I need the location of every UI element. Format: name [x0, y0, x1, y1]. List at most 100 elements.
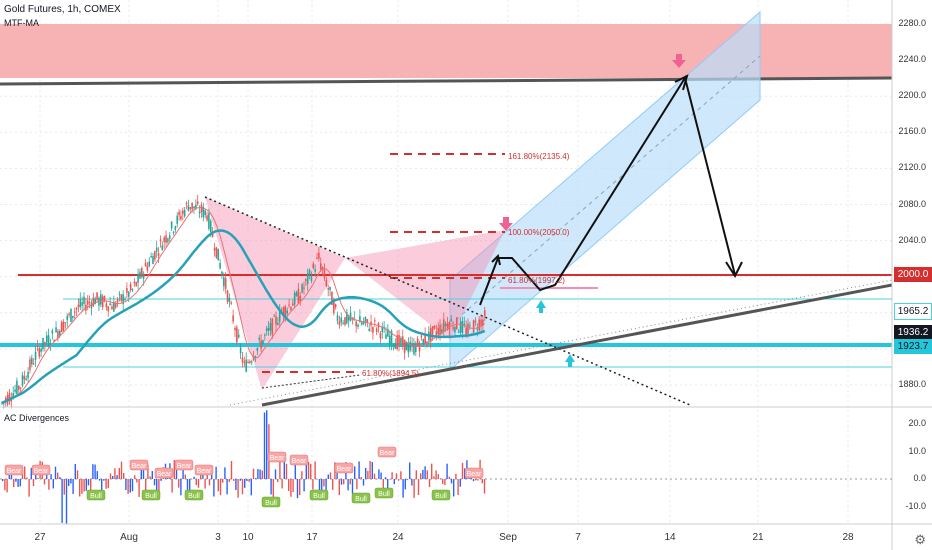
histogram-bar	[54, 466, 57, 479]
candle-body	[75, 307, 78, 310]
signal-tag-bg	[174, 459, 194, 471]
candle-body	[79, 298, 82, 308]
candle-body	[431, 326, 434, 335]
histogram-bar	[365, 467, 367, 479]
histogram-bar	[327, 474, 329, 479]
candle-body	[303, 287, 305, 289]
histogram-bar	[81, 479, 83, 494]
candle-body	[16, 380, 18, 394]
time-tick-label: 14	[664, 532, 676, 543]
histogram-bar	[281, 479, 283, 489]
candle-body	[364, 316, 367, 322]
signal-tag-label: Bear	[132, 463, 147, 470]
candle-body	[129, 284, 132, 290]
histogram-bar	[420, 473, 422, 479]
candle-body	[467, 323, 469, 334]
histogram-bar	[217, 479, 219, 492]
histogram-bar	[340, 479, 343, 485]
uptrend-line-dotted	[229, 279, 893, 406]
histogram-bar	[351, 479, 354, 494]
candle-body	[288, 304, 290, 306]
candle-body	[269, 322, 272, 331]
indicator-ac-divergences-label[interactable]: AC Divergences	[4, 413, 70, 423]
candle-body	[211, 233, 214, 237]
candle-body	[90, 303, 93, 309]
candle-body	[31, 357, 33, 365]
candle-body	[105, 303, 108, 308]
histogram-bar	[400, 471, 402, 479]
candle-body	[57, 330, 59, 339]
candle-body	[226, 290, 229, 302]
histogram-bar	[68, 479, 70, 486]
histogram-bar	[373, 473, 376, 479]
candle-body	[278, 309, 281, 322]
candle-body	[409, 341, 412, 351]
histogram-bar	[310, 463, 312, 479]
histogram-bar	[380, 472, 382, 479]
candle-body	[452, 327, 454, 329]
histogram-bar	[450, 479, 453, 484]
histogram-bar	[257, 469, 259, 479]
signal-tag-label: Bear	[157, 471, 172, 478]
histogram-bar	[32, 479, 35, 487]
candle-body	[157, 253, 160, 256]
candle-body	[14, 389, 16, 392]
signal-tag-label: Bull	[313, 493, 325, 500]
histogram-bar	[61, 479, 63, 523]
candle-body	[154, 251, 156, 260]
candle-body	[38, 348, 41, 357]
osc-tick-label: 0.0	[913, 473, 926, 483]
settings-gear-icon[interactable]: ⚙	[914, 532, 926, 547]
price-tick-label: 2040.0	[898, 234, 926, 245]
candle-body	[456, 317, 458, 329]
histogram-bar	[338, 479, 340, 496]
histogram-bar	[72, 479, 74, 494]
price-tick-label: 2200.0	[898, 90, 926, 101]
candle-body	[135, 282, 138, 286]
time-tick-label: 28	[842, 532, 854, 543]
candle-body	[379, 332, 382, 339]
histogram-bar	[263, 412, 266, 479]
signal-tag-bg	[431, 489, 451, 501]
histogram-bar	[461, 462, 464, 479]
candle-body	[457, 331, 460, 333]
histogram-bar	[301, 471, 303, 479]
candle-body	[377, 322, 380, 328]
down-arrow-icon	[499, 217, 513, 231]
histogram-bar	[477, 479, 479, 481]
candle-body	[331, 292, 333, 305]
indicator-mtf-ma-label[interactable]: MTF-MA	[4, 18, 39, 28]
histogram-bar	[195, 479, 197, 486]
histogram-bar	[325, 479, 327, 498]
candle-body	[334, 304, 337, 308]
histogram-bar	[402, 479, 404, 498]
candle-body	[64, 322, 67, 324]
histogram-bar	[160, 479, 162, 481]
candle-body	[267, 327, 270, 331]
histogram-bar	[224, 467, 226, 479]
candle-body	[308, 269, 311, 274]
histogram-bar	[48, 479, 50, 490]
candle-body	[142, 273, 145, 279]
histogram-bar	[120, 461, 123, 479]
histogram-bar	[83, 479, 85, 492]
candle-body	[355, 321, 357, 327]
histogram-bar	[79, 479, 81, 497]
ma-line-slow	[1, 229, 486, 405]
symbol-title[interactable]: Gold Futures, 1h, COMEX	[4, 4, 121, 15]
candle-body	[282, 307, 285, 317]
histogram-bar	[140, 469, 142, 479]
histogram-bar	[233, 479, 235, 481]
candle-body	[141, 268, 143, 277]
candle-body	[21, 375, 24, 386]
candle-body	[325, 280, 328, 287]
candle-body	[260, 340, 262, 349]
signal-tag-bg	[129, 459, 149, 471]
candle-body	[200, 204, 203, 213]
candle-body	[362, 321, 365, 325]
histogram-bar	[288, 479, 290, 491]
histogram-bar	[459, 479, 461, 487]
candle-body	[314, 269, 316, 272]
candle-body	[139, 271, 141, 279]
